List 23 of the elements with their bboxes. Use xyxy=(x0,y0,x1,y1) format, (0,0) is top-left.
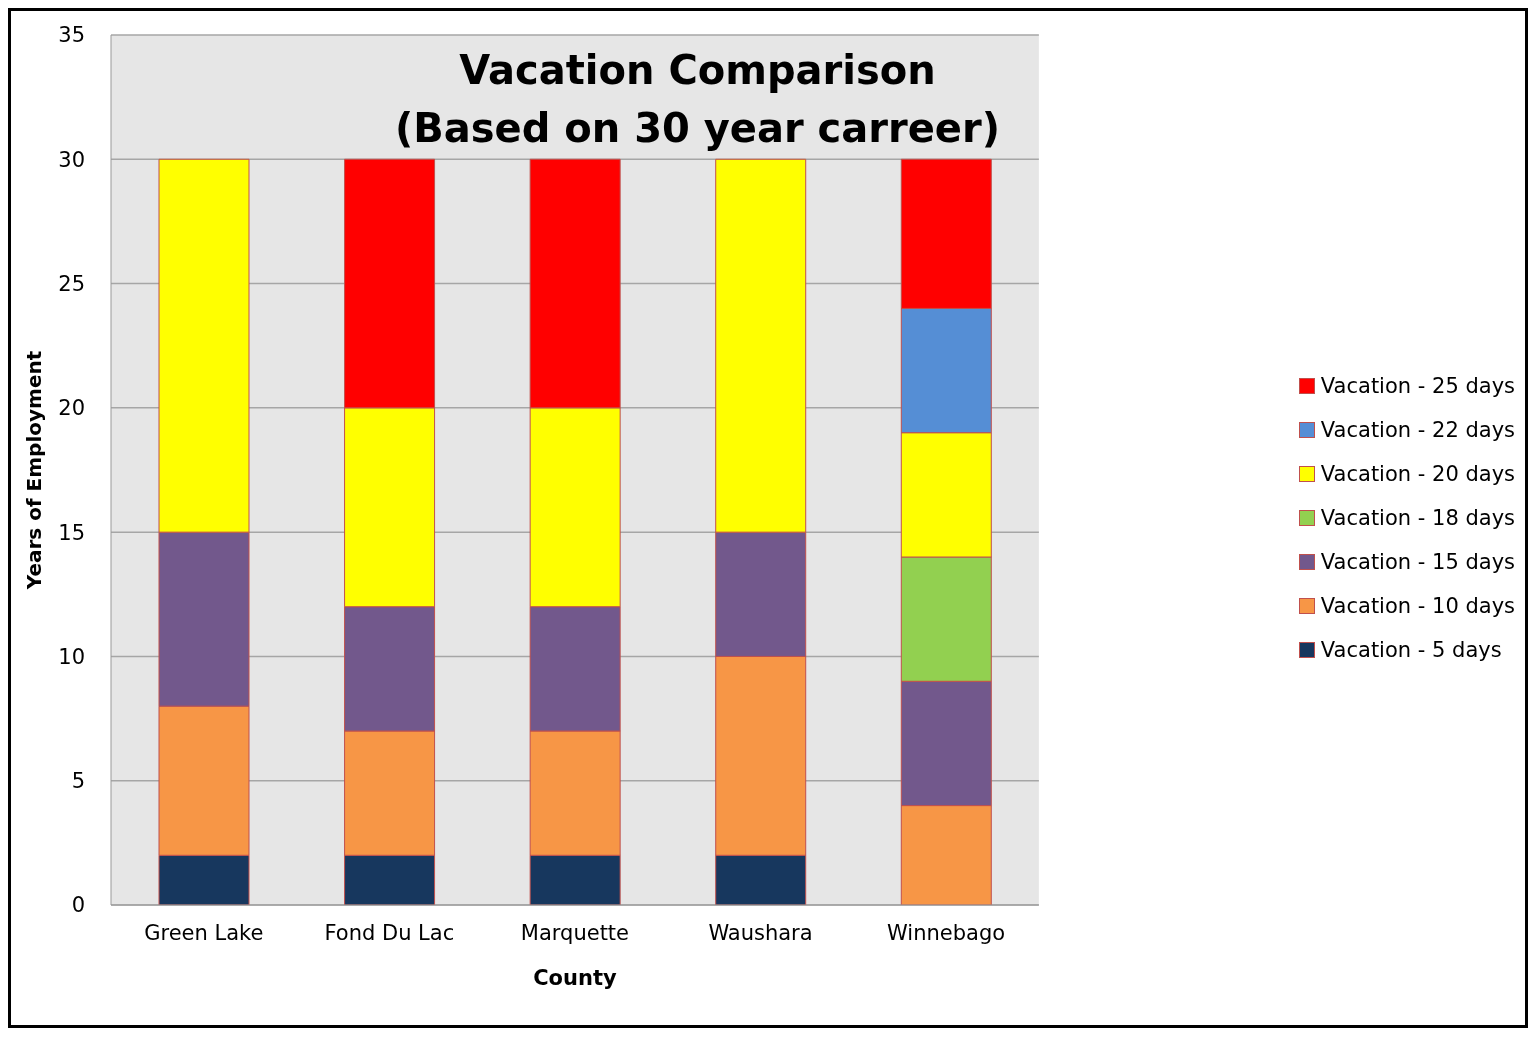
legend-label: Vacation - 15 days xyxy=(1320,550,1515,574)
x-tick-label: Waushara xyxy=(708,920,813,945)
y-tick-label: 35 xyxy=(58,23,85,48)
legend-label: Vacation - 22 days xyxy=(1320,418,1515,442)
legend-label: Vacation - 5 days xyxy=(1320,638,1502,662)
legend-label: Vacation - 18 days xyxy=(1320,506,1515,530)
legend-label: Vacation - 25 days xyxy=(1320,374,1515,398)
y-tick-label: 10 xyxy=(58,644,85,669)
legend-label: Vacation - 10 days xyxy=(1320,594,1515,618)
x-tick-label: Winnebago xyxy=(887,920,1006,945)
y-tick-label: 25 xyxy=(58,272,85,297)
text: Vacation Comparison (Based on 30 year carreer) xyxy=(394,46,1001,153)
x-tick-label: Fond Du Lac xyxy=(324,920,455,945)
y-tick-label: 0 xyxy=(71,893,85,918)
x-tick-label: Green Lake xyxy=(144,920,264,945)
y-tick-label: 30 xyxy=(58,147,85,172)
x-axis-title: County xyxy=(533,966,617,990)
legend-label: Vacation - 20 days xyxy=(1320,462,1515,486)
y-tick-label: 5 xyxy=(71,769,85,794)
x-tick-label: Marquette xyxy=(520,920,630,945)
y-tick-label: 15 xyxy=(58,520,85,545)
y-tick-label: 20 xyxy=(58,396,85,421)
y-axis-title: Years of Employment xyxy=(22,350,47,591)
